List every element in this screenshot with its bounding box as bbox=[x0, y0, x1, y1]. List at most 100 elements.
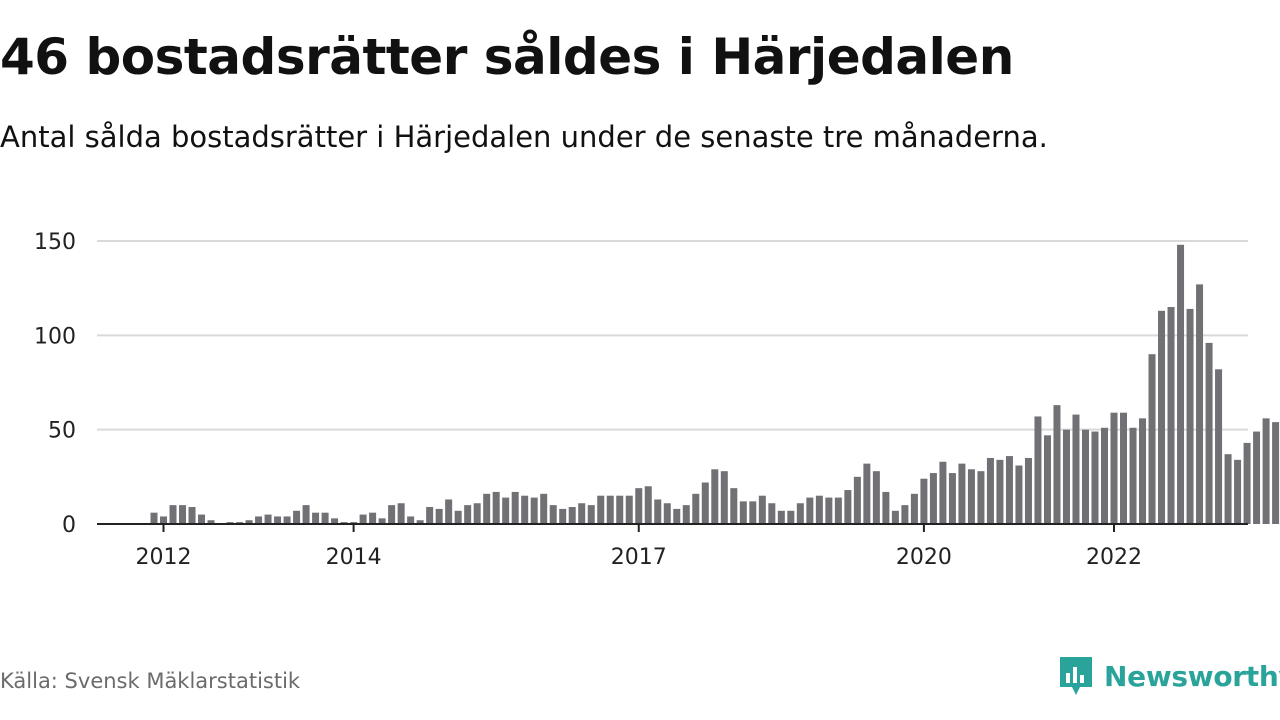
bar bbox=[1139, 418, 1147, 524]
bar bbox=[160, 516, 168, 524]
brand-logo: Newsworthy bbox=[1058, 655, 1280, 697]
bar bbox=[587, 505, 595, 524]
chart-title: 46 bostadsrätter såldes i Härjedalen bbox=[0, 28, 1014, 86]
bar bbox=[891, 510, 899, 524]
x-tick-label: 2020 bbox=[896, 545, 952, 570]
bar bbox=[806, 497, 814, 524]
bar bbox=[882, 491, 890, 524]
bar bbox=[616, 495, 624, 524]
bar bbox=[920, 478, 928, 524]
bar bbox=[853, 476, 861, 524]
bar bbox=[901, 505, 909, 524]
bar bbox=[711, 469, 719, 524]
bar bbox=[825, 497, 833, 524]
bar bbox=[663, 503, 671, 524]
bar bbox=[445, 499, 453, 524]
bar bbox=[302, 505, 310, 524]
bar bbox=[682, 505, 690, 524]
bar bbox=[473, 503, 481, 524]
bar bbox=[188, 507, 196, 524]
bar bbox=[464, 505, 472, 524]
bar bbox=[1177, 244, 1185, 525]
bar bbox=[625, 495, 633, 524]
bar bbox=[1062, 429, 1070, 524]
bar bbox=[312, 512, 320, 524]
bar bbox=[1120, 412, 1128, 524]
bar bbox=[692, 493, 700, 524]
bar bbox=[844, 490, 852, 524]
bar bbox=[787, 510, 795, 524]
bar bbox=[606, 495, 614, 524]
bar bbox=[872, 471, 880, 524]
bar bbox=[255, 516, 263, 524]
bar bbox=[378, 518, 386, 524]
bar bbox=[1186, 308, 1194, 524]
chart-subtitle: Antal sålda bostadsrätter i Härjedalen u… bbox=[0, 120, 1048, 154]
bar bbox=[483, 493, 491, 524]
bar bbox=[673, 508, 681, 524]
bar bbox=[397, 503, 405, 524]
bar bbox=[492, 491, 500, 524]
x-tick-label: 2014 bbox=[326, 545, 382, 570]
bar bbox=[768, 503, 776, 524]
bar bbox=[929, 473, 937, 524]
y-tick-label: 150 bbox=[34, 230, 76, 255]
bar bbox=[1081, 429, 1089, 524]
bar bbox=[1043, 435, 1051, 524]
bar bbox=[454, 510, 462, 524]
bar bbox=[777, 510, 785, 524]
bar bbox=[578, 503, 586, 524]
bar bbox=[815, 495, 823, 524]
bar bbox=[540, 493, 548, 524]
bar bbox=[644, 486, 652, 524]
bar bbox=[435, 508, 443, 524]
bar bbox=[274, 516, 282, 524]
bars bbox=[150, 244, 1280, 525]
bar bbox=[635, 488, 643, 524]
bar bbox=[1272, 422, 1280, 524]
bar bbox=[986, 457, 994, 524]
bar bbox=[169, 505, 177, 524]
bar bbox=[530, 497, 538, 524]
bar bbox=[1101, 427, 1108, 524]
bar bbox=[293, 510, 301, 524]
y-tick-label: 50 bbox=[48, 419, 76, 444]
bar bbox=[1234, 459, 1242, 524]
x-tick-label: 2017 bbox=[611, 545, 667, 570]
bar bbox=[977, 471, 985, 524]
bar bbox=[416, 520, 424, 524]
bar bbox=[796, 503, 804, 524]
bar bbox=[511, 491, 519, 524]
bar bbox=[720, 471, 728, 524]
bar bbox=[1110, 412, 1118, 524]
bar bbox=[549, 505, 557, 524]
bar bbox=[388, 505, 396, 524]
bar bbox=[758, 495, 766, 524]
bar bbox=[331, 518, 339, 524]
bar bbox=[996, 459, 1004, 524]
x-tick-label: 2012 bbox=[136, 545, 192, 570]
bar bbox=[654, 499, 662, 524]
bar bbox=[568, 507, 576, 524]
bar bbox=[521, 495, 529, 524]
bar bbox=[1129, 427, 1137, 524]
bar bbox=[1205, 342, 1213, 524]
y-tick-label: 100 bbox=[34, 324, 76, 349]
bar bbox=[910, 493, 918, 524]
bar bbox=[198, 514, 206, 524]
bar-chart-speech-bubble-icon bbox=[1060, 657, 1092, 695]
bar bbox=[1024, 457, 1032, 524]
bar bbox=[730, 488, 738, 524]
bar bbox=[1091, 431, 1099, 524]
bar bbox=[1158, 310, 1166, 524]
bar bbox=[1034, 416, 1042, 524]
brand-name: Newsworthy bbox=[1104, 659, 1280, 693]
bar bbox=[179, 505, 187, 524]
bar bbox=[407, 516, 415, 524]
bar bbox=[739, 501, 747, 524]
bar bbox=[207, 520, 215, 524]
bar bbox=[749, 501, 757, 524]
source-note: Källa: Svensk Mäklarstatistik bbox=[0, 669, 301, 693]
bar bbox=[834, 497, 842, 524]
